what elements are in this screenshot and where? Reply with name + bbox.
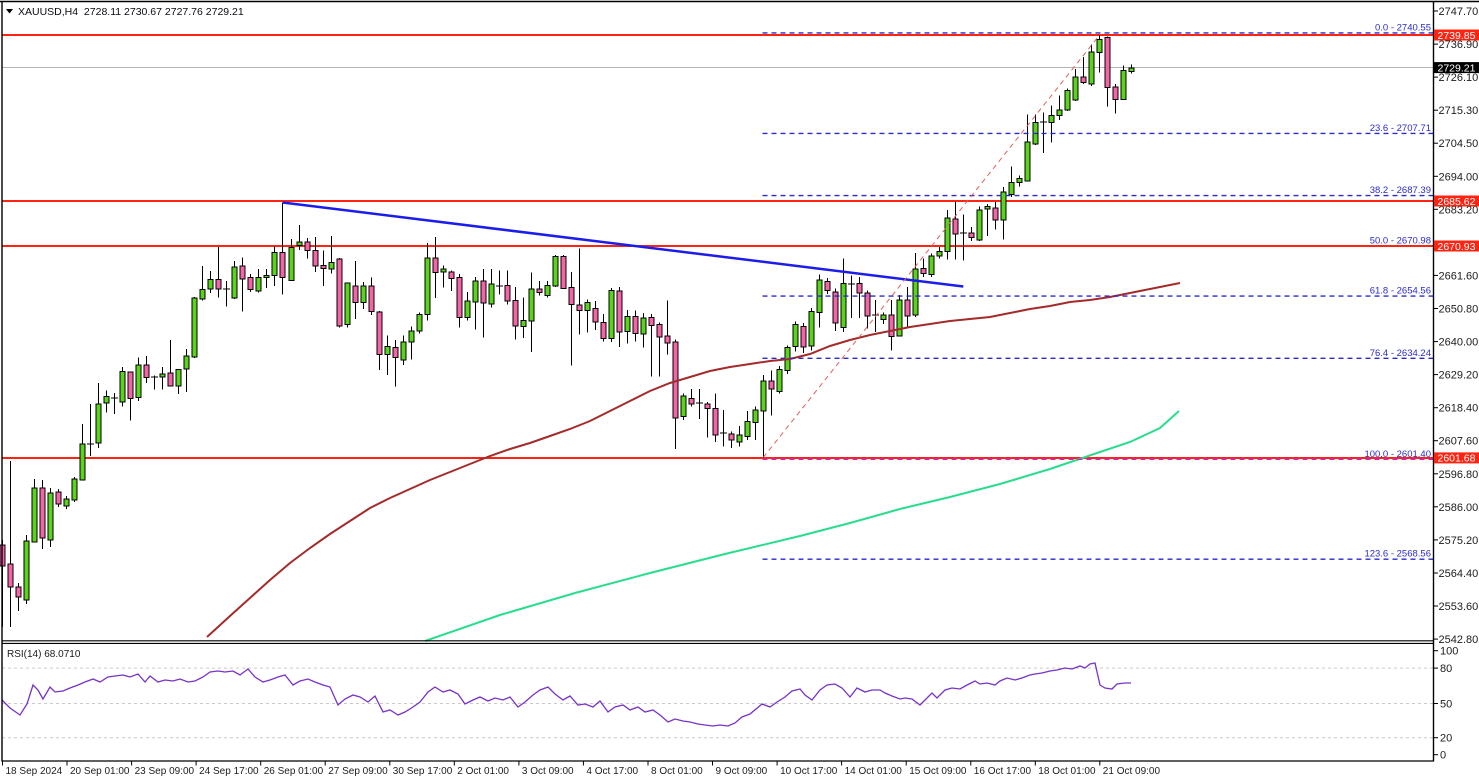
svg-text:2618.40: 2618.40 [1439, 403, 1479, 415]
svg-text:2575.20: 2575.20 [1439, 535, 1479, 547]
svg-text:15 Oct 09:00: 15 Oct 09:00 [909, 766, 967, 777]
svg-text:76.4 - 2634.24: 76.4 - 2634.24 [1370, 348, 1431, 359]
svg-text:2747.70: 2747.70 [1439, 6, 1479, 18]
svg-text:18 Sep 2024: 18 Sep 2024 [6, 766, 63, 777]
svg-text:2640.00: 2640.00 [1439, 337, 1479, 349]
svg-text:2704.50: 2704.50 [1439, 138, 1479, 150]
svg-text:2683.20: 2683.20 [1439, 204, 1479, 216]
svg-text:2726.10: 2726.10 [1439, 72, 1479, 84]
svg-text:61.8 - 2654.56: 61.8 - 2654.56 [1370, 286, 1431, 297]
svg-text:2607.60: 2607.60 [1439, 436, 1479, 448]
svg-text:2564.40: 2564.40 [1439, 568, 1479, 580]
svg-text:16 Oct 17:00: 16 Oct 17:00 [974, 766, 1032, 777]
svg-text:4 Oct 17:00: 4 Oct 17:00 [586, 766, 638, 777]
svg-text:2739.85: 2739.85 [1438, 30, 1476, 42]
svg-text:123.6 - 2568.56: 123.6 - 2568.56 [1364, 549, 1431, 560]
svg-text:RSI(14) 68.0710: RSI(14) 68.0710 [7, 649, 81, 660]
svg-text:2650.80: 2650.80 [1439, 304, 1479, 316]
svg-text:9 Oct 09:00: 9 Oct 09:00 [716, 766, 768, 777]
svg-text:2715.30: 2715.30 [1439, 105, 1479, 117]
svg-text:10 Oct 17:00: 10 Oct 17:00 [780, 766, 838, 777]
svg-text:0.0 - 2740.55: 0.0 - 2740.55 [1375, 22, 1431, 33]
svg-text:38.2 - 2687.39: 38.2 - 2687.39 [1370, 185, 1431, 196]
svg-text:2586.00: 2586.00 [1439, 502, 1479, 514]
svg-text:2601.68: 2601.68 [1438, 453, 1476, 465]
svg-text:2553.60: 2553.60 [1439, 601, 1479, 613]
svg-text:100.0 - 2601.40: 100.0 - 2601.40 [1364, 449, 1431, 460]
svg-text:30 Sep 17:00: 30 Sep 17:00 [393, 766, 453, 777]
svg-text:2694.00: 2694.00 [1439, 171, 1479, 183]
svg-text:50.0 - 2670.98: 50.0 - 2670.98 [1370, 235, 1431, 246]
svg-text:27 Sep 09:00: 27 Sep 09:00 [328, 766, 388, 777]
svg-text:14 Oct 01:00: 14 Oct 01:00 [845, 766, 903, 777]
svg-text:8 Oct 01:00: 8 Oct 01:00 [651, 766, 703, 777]
svg-text:24 Sep 17:00: 24 Sep 17:00 [199, 766, 259, 777]
svg-text:50: 50 [1440, 699, 1452, 711]
svg-text:2736.90: 2736.90 [1439, 39, 1479, 51]
svg-text:3 Oct 09:00: 3 Oct 09:00 [522, 766, 574, 777]
svg-text:21 Oct 09:00: 21 Oct 09:00 [1103, 766, 1161, 777]
svg-text:23.6 - 2707.71: 23.6 - 2707.71 [1370, 123, 1431, 134]
svg-text:2670.93: 2670.93 [1438, 241, 1476, 253]
svg-text:2661.60: 2661.60 [1439, 270, 1479, 282]
svg-text:2 Oct 01:00: 2 Oct 01:00 [457, 766, 509, 777]
svg-text:2685.62: 2685.62 [1438, 196, 1476, 208]
svg-text:20: 20 [1440, 733, 1452, 745]
svg-text:2542.80: 2542.80 [1439, 634, 1479, 646]
svg-text:XAUUSD,H4 2728.11 2730.67 272: XAUUSD,H4 2728.11 2730.67 2727.76 2729.2… [18, 6, 244, 18]
svg-text:18 Oct 01:00: 18 Oct 01:00 [1038, 766, 1096, 777]
svg-text:20 Sep 01:00: 20 Sep 01:00 [70, 766, 130, 777]
svg-text:2596.80: 2596.80 [1439, 469, 1479, 481]
svg-text:23 Sep 09:00: 23 Sep 09:00 [135, 766, 195, 777]
svg-text:26 Sep 01:00: 26 Sep 01:00 [264, 766, 324, 777]
svg-text:80: 80 [1440, 663, 1452, 675]
svg-text:2629.20: 2629.20 [1439, 370, 1479, 382]
svg-text:2729.21: 2729.21 [1438, 62, 1476, 74]
svg-text:0: 0 [1440, 750, 1446, 762]
svg-text:100: 100 [1440, 646, 1458, 658]
